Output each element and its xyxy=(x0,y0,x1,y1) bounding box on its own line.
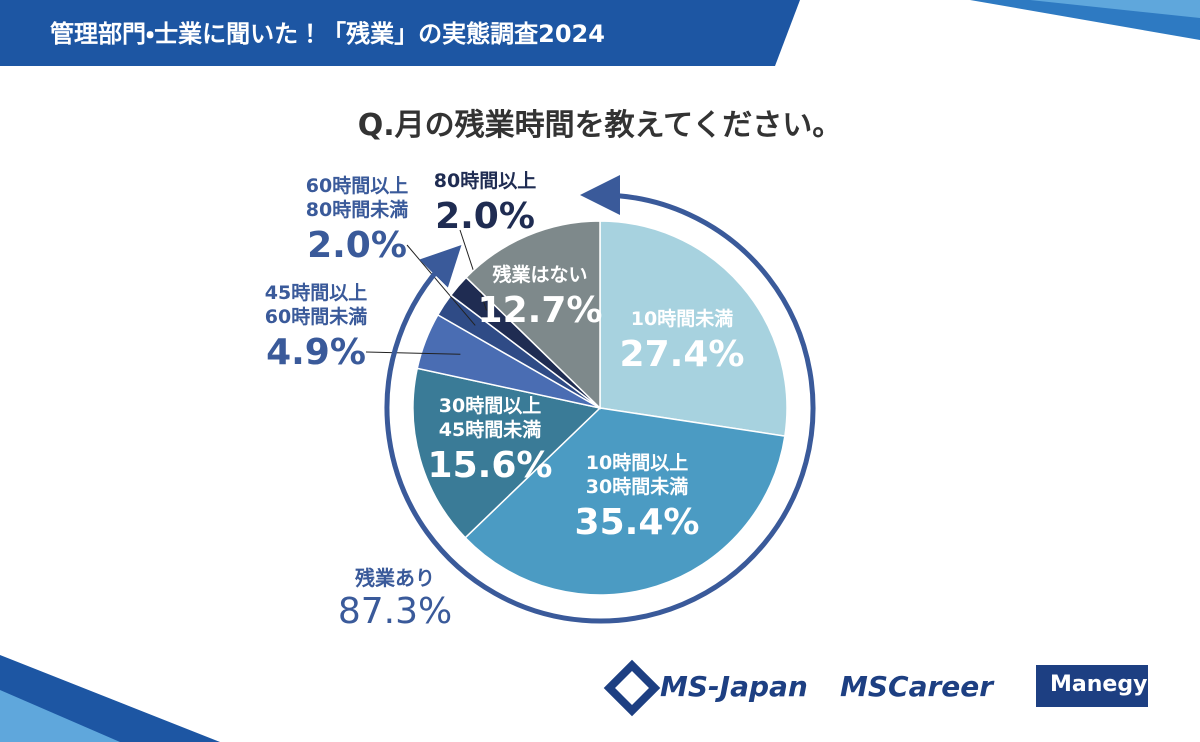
data-label: 残業はない 12.7% xyxy=(478,264,603,333)
data-label: 10時間未満 27.4% xyxy=(620,308,745,377)
logo-box xyxy=(1036,665,1148,707)
category-label: 残業はない xyxy=(492,264,588,286)
category-label: 60時間以上 80時間未満 xyxy=(305,175,409,221)
logo: Manegy xyxy=(1050,672,1148,697)
leader-line xyxy=(365,351,461,355)
category-label: 45時間以上 60時間未満 xyxy=(264,282,368,328)
value-label: 27.4% xyxy=(619,333,745,375)
data-label: 30時間以上 45時間未満 15.6% xyxy=(428,395,553,488)
annotation-arc xyxy=(384,175,816,624)
value-label: 35.4% xyxy=(574,501,700,543)
category-label: 10時間以上 30時間未満 xyxy=(585,452,689,498)
header-band xyxy=(0,0,800,66)
chart-title: Q.月の残業時間を教えてください。 xyxy=(357,108,843,143)
category-label: 10時間未満 xyxy=(630,308,734,330)
logo: MSCareer xyxy=(840,670,994,703)
decor xyxy=(0,690,120,742)
pie-slice xyxy=(464,407,786,596)
logo-mark xyxy=(603,659,661,717)
decor xyxy=(1030,0,1200,18)
data-label: 10時間以上 30時間未満 35.4% xyxy=(575,452,700,545)
category-label: 30時間以上 45時間未満 xyxy=(438,395,542,441)
annotation: 残業あり 87.3% xyxy=(338,562,452,632)
value-label: 4.9% xyxy=(266,331,366,373)
value-label: 2.0% xyxy=(435,195,535,237)
data-label: 60時間以上 80時間未満 2.0% xyxy=(306,175,408,268)
data-label: 45時間以上 60時間未満 4.9% xyxy=(265,282,367,375)
annotation-value: 87.3% xyxy=(337,591,453,632)
pie-slice xyxy=(412,367,602,539)
value-label: 15.6% xyxy=(427,444,553,486)
header-title: 管理部門・士業に聞いた！「残業」の実態調査2024 xyxy=(50,20,605,48)
value-label: 2.0% xyxy=(307,224,407,266)
logo: MS-Japan xyxy=(660,670,808,703)
data-label: 80時間以上 2.0% xyxy=(434,170,536,239)
annotation-label: 残業あり xyxy=(355,566,435,590)
pie-slice xyxy=(599,220,788,437)
category-label: 80時間以上 xyxy=(433,170,537,192)
value-label: 12.7% xyxy=(477,289,603,331)
